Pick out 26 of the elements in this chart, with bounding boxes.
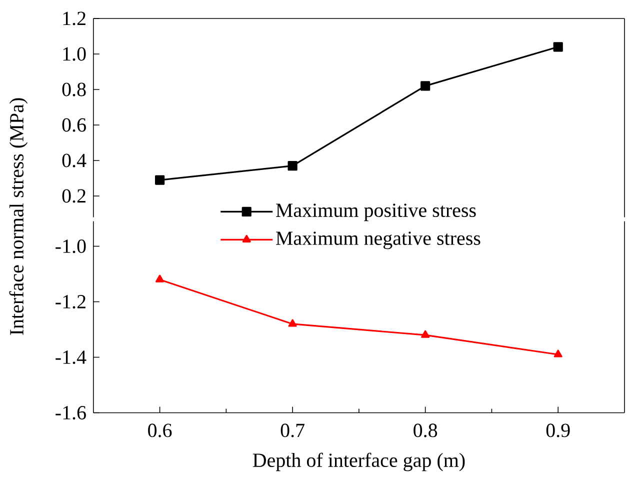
y-tick-label: -1.6 [56,406,86,420]
y-tick-label: 0.4 [62,154,86,168]
y-tick-label: 0.6 [62,118,86,132]
x-tick-label: 0.6 [148,424,172,438]
legend-label: Maximum negative stress [276,232,480,250]
point [154,175,165,185]
point [421,330,430,338]
legend-label: Maximum positive stress [276,204,476,222]
y-tick-label: -1.0 [56,239,86,254]
y-tick-label: -1.2 [56,295,86,309]
y-tick-label: 1.0 [63,47,86,61]
x-axis-title: Depth of interface gap (m) [252,452,465,472]
point [554,350,562,358]
point [420,81,430,91]
y-axis-title: Interface normal stress (MPa) [9,98,28,335]
y-tick-label: 0.2 [62,189,86,203]
point [288,319,297,327]
y-tick-label: -1.4 [56,350,86,364]
point [553,42,563,52]
y-tick-label: 0.8 [62,82,86,96]
y-tick-label: 1.2 [63,12,86,26]
x-tick-label: 0.9 [546,424,570,438]
point [156,274,164,282]
x-tick-label: 0.8 [414,424,438,438]
point [288,161,298,171]
x-tick-label: 0.7 [280,424,304,438]
